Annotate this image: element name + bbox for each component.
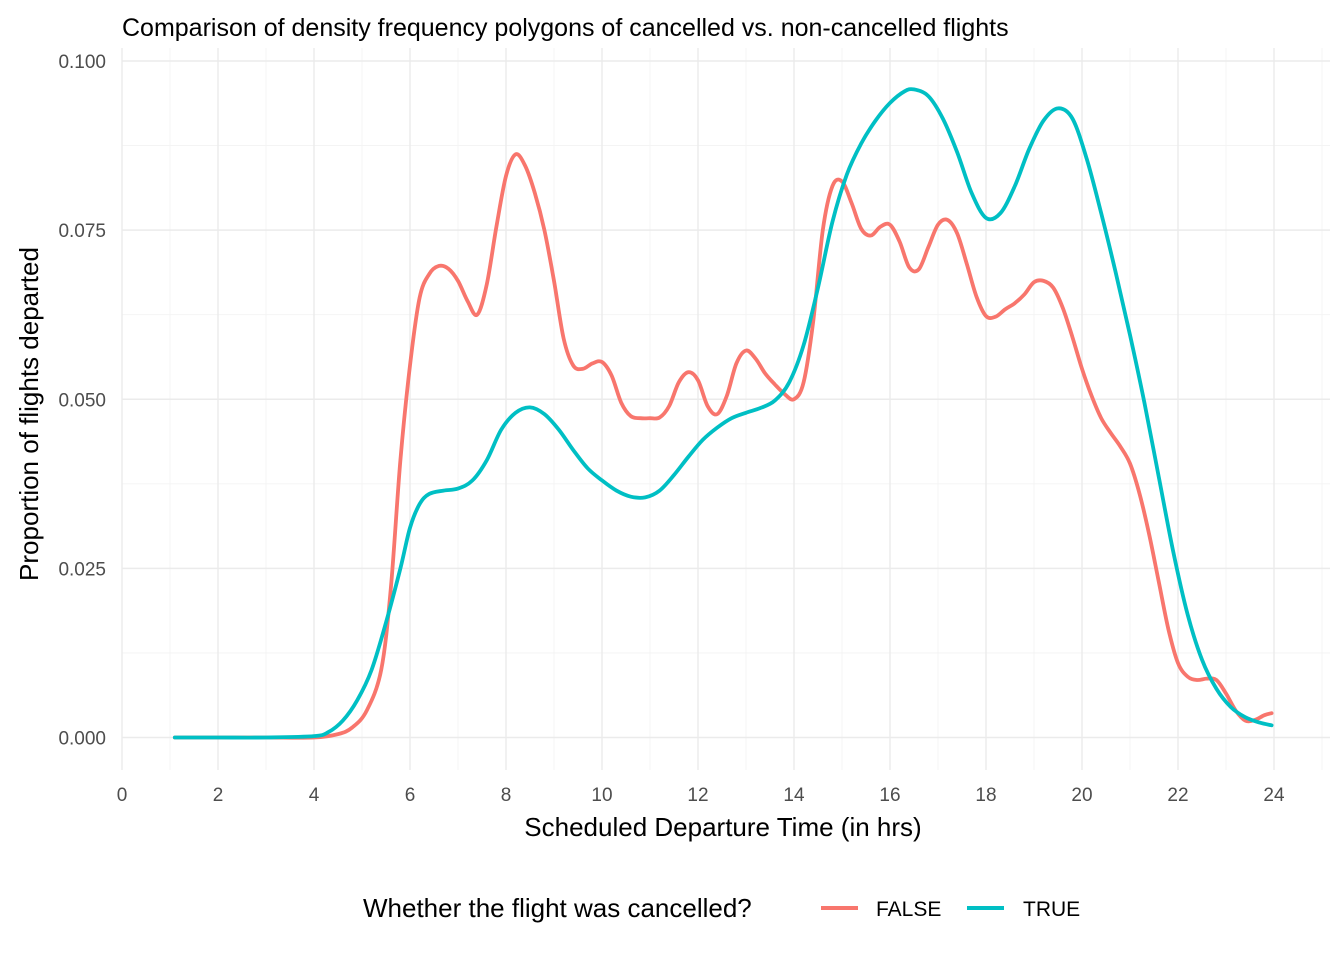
legend-label-true: TRUE bbox=[1023, 898, 1080, 921]
y-axis-ticks: 0.000 0.025 0.050 0.075 0.100 bbox=[58, 52, 106, 750]
y-tick-label: 0.050 bbox=[58, 390, 106, 411]
y-axis-title: Proportion of flights departed bbox=[14, 247, 44, 581]
plot-panel bbox=[121, 48, 1330, 770]
minor-gridlines bbox=[122, 48, 1330, 770]
y-tick-label: 0.075 bbox=[58, 221, 106, 242]
chart-title: Comparison of density frequency polygons… bbox=[122, 14, 1009, 42]
legend: Whether the flight was cancelled? FALSE … bbox=[363, 893, 1080, 923]
major-gridlines bbox=[121, 48, 1330, 770]
y-tick-label: 0.025 bbox=[58, 559, 106, 580]
series-line-true bbox=[172, 87, 1274, 740]
x-tick-label: 6 bbox=[405, 785, 416, 806]
series-line-false bbox=[172, 152, 1274, 740]
legend-title: Whether the flight was cancelled? bbox=[363, 893, 752, 923]
x-tick-label: 14 bbox=[783, 785, 805, 806]
x-tick-label: 22 bbox=[1167, 785, 1188, 806]
legend-label-false: FALSE bbox=[876, 898, 941, 921]
x-tick-label: 16 bbox=[879, 785, 900, 806]
x-tick-label: 24 bbox=[1263, 785, 1285, 806]
x-tick-label: 12 bbox=[687, 785, 708, 806]
x-tick-label: 8 bbox=[501, 785, 512, 806]
y-tick-label: 0.100 bbox=[58, 52, 106, 73]
x-axis-title: Scheduled Departure Time (in hrs) bbox=[524, 812, 921, 842]
y-tick-label: 0.000 bbox=[58, 729, 106, 750]
x-tick-label: 0 bbox=[117, 785, 128, 806]
x-tick-label: 10 bbox=[591, 785, 612, 806]
x-tick-label: 20 bbox=[1071, 785, 1092, 806]
x-axis-ticks: 0 2 4 6 8 10 12 14 16 18 20 22 24 bbox=[117, 785, 1285, 806]
series-lines bbox=[172, 87, 1274, 740]
x-tick-label: 2 bbox=[213, 785, 224, 806]
x-tick-label: 18 bbox=[975, 785, 996, 806]
x-tick-label: 4 bbox=[309, 785, 320, 806]
